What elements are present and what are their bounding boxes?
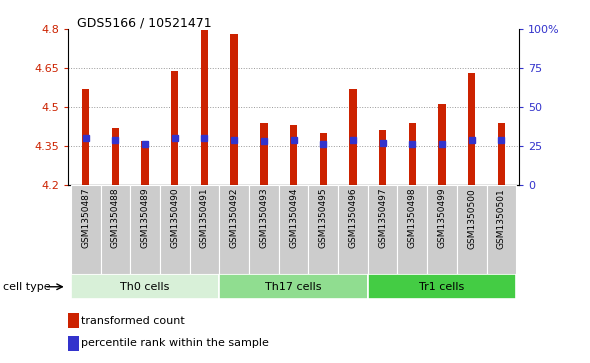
Text: GSM1350497: GSM1350497 [378, 188, 387, 248]
Bar [309, 185, 338, 274]
Bar [219, 185, 249, 274]
Bar [349, 89, 356, 185]
Bar [142, 141, 149, 185]
Bar [201, 30, 208, 185]
Bar [71, 274, 219, 299]
Bar [409, 123, 416, 185]
Bar [278, 185, 309, 274]
Bar [398, 185, 427, 274]
Text: percentile rank within the sample: percentile rank within the sample [81, 338, 268, 348]
Text: GSM1350490: GSM1350490 [171, 188, 179, 248]
Bar [368, 274, 516, 299]
Text: GDS5166 / 10521471: GDS5166 / 10521471 [77, 16, 211, 29]
Bar [249, 185, 278, 274]
Text: GSM1350487: GSM1350487 [81, 188, 90, 248]
Bar [171, 71, 178, 185]
Bar [68, 313, 78, 329]
Bar [487, 185, 516, 274]
Bar [438, 105, 445, 185]
Text: GSM1350494: GSM1350494 [289, 188, 298, 248]
Text: Tr1 cells: Tr1 cells [419, 282, 464, 292]
Text: GSM1350491: GSM1350491 [200, 188, 209, 248]
Text: GSM1350493: GSM1350493 [260, 188, 268, 248]
Bar [368, 185, 398, 274]
Bar [498, 123, 505, 185]
Bar [260, 123, 267, 185]
Bar [290, 125, 297, 185]
Bar [231, 34, 238, 185]
Bar [457, 185, 487, 274]
Text: cell type: cell type [3, 282, 51, 292]
Bar [82, 89, 89, 185]
Bar [112, 128, 119, 185]
Text: GSM1350495: GSM1350495 [319, 188, 327, 248]
Text: transformed count: transformed count [81, 316, 185, 326]
Text: Th0 cells: Th0 cells [120, 282, 170, 292]
Bar [130, 185, 160, 274]
Bar [219, 274, 368, 299]
Text: Th17 cells: Th17 cells [266, 282, 322, 292]
Bar [189, 185, 219, 274]
Text: GSM1350501: GSM1350501 [497, 188, 506, 249]
Bar [68, 336, 78, 351]
Bar [468, 73, 476, 185]
Bar [427, 185, 457, 274]
Text: GSM1350500: GSM1350500 [467, 188, 476, 249]
Bar [160, 185, 189, 274]
Text: GSM1350489: GSM1350489 [140, 188, 149, 248]
Text: GSM1350496: GSM1350496 [349, 188, 358, 248]
Bar [338, 185, 368, 274]
Text: GSM1350488: GSM1350488 [111, 188, 120, 248]
Text: GSM1350499: GSM1350499 [438, 188, 447, 248]
Bar [320, 133, 327, 185]
Text: GSM1350492: GSM1350492 [230, 188, 238, 248]
Text: GSM1350498: GSM1350498 [408, 188, 417, 248]
Bar [100, 185, 130, 274]
Bar [379, 130, 386, 185]
Bar [71, 185, 100, 274]
